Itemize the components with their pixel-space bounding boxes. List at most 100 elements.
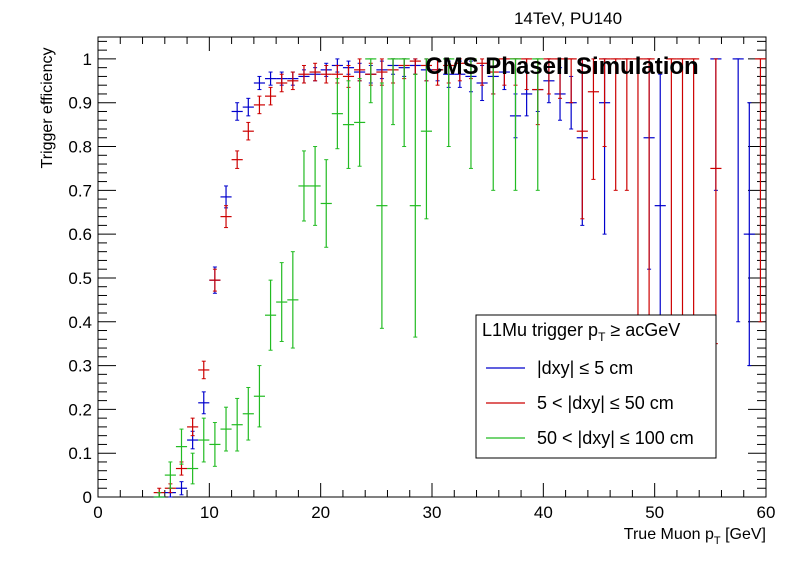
y-tick-label: 0.8	[68, 138, 92, 157]
data-point	[532, 58, 544, 191]
data-point	[565, 58, 577, 104]
legend-label: 5 < |dxy| ≤ 50 cm	[537, 393, 674, 413]
legend-label: 50 < |dxy| ≤ 100 cm	[537, 428, 694, 448]
data-point	[198, 391, 210, 415]
x-tick-label: 50	[645, 503, 664, 522]
data-point	[331, 78, 343, 150]
legend-title: L1Mu trigger pT ≥ acGeV	[482, 320, 680, 344]
data-point	[610, 58, 622, 191]
data-point	[287, 251, 299, 349]
data-point	[587, 58, 599, 180]
data-point	[643, 58, 655, 323]
data-point	[253, 365, 265, 428]
x-axis-label-unit: [GeV]	[721, 526, 766, 543]
data-point	[732, 58, 744, 323]
x-axis: 0 10 20 30 40 50 60	[93, 37, 775, 522]
y-tick-label: 0.3	[68, 357, 92, 376]
y-tick-label: 0.9	[68, 94, 92, 113]
y-tick-label: 0.6	[68, 225, 92, 244]
data-point	[231, 102, 243, 121]
data-point	[265, 279, 277, 351]
data-point	[654, 73, 666, 338]
y-axis-label: Trigger efficiency	[39, 48, 56, 169]
legend-entries: |dxy| ≤ 5 cm 5 < |dxy| ≤ 50 cm 50 < |dxy| …	[486, 358, 694, 448]
data-point	[253, 75, 265, 91]
series-layer	[153, 58, 766, 498]
data-point	[509, 58, 522, 191]
data-point	[320, 159, 332, 248]
data-point	[398, 58, 410, 148]
data-point	[220, 185, 232, 209]
y-tick-label: 0.4	[68, 313, 92, 332]
x-tick-label: 60	[757, 503, 776, 522]
data-point	[743, 102, 755, 367]
legend: L1Mu trigger pT ≥ acGeV |dxy| ≤ 5 cm 5 < …	[475, 314, 717, 459]
x-tick-label: 10	[200, 503, 219, 522]
x-axis-label-sub: T	[714, 535, 721, 547]
data-point	[409, 58, 421, 75]
x-tick-label: 0	[93, 503, 102, 522]
data-point	[309, 146, 321, 226]
data-point	[387, 58, 399, 126]
y-tick-label: 0	[83, 488, 92, 507]
data-point	[365, 58, 377, 104]
data-point	[187, 417, 199, 437]
data-point	[420, 58, 432, 220]
data-point	[576, 58, 588, 220]
data-point	[309, 62, 321, 82]
data-point	[498, 58, 510, 86]
data-point	[209, 268, 221, 292]
x-tick-label: 40	[534, 503, 553, 522]
data-point	[175, 428, 188, 465]
series-3	[153, 58, 544, 498]
data-point	[354, 58, 366, 82]
data-point	[320, 64, 332, 84]
data-point	[276, 262, 288, 342]
data-point	[376, 58, 388, 86]
data-point	[621, 58, 633, 191]
data-point	[632, 58, 644, 323]
y-axis: 0 0.1 0.2 0.3 0.4 0.5 0.6 0.7 0.8 0.9 1	[68, 40, 766, 507]
data-point	[342, 80, 355, 169]
x-axis-label: True Muon pT [GeV]	[624, 526, 766, 547]
data-point	[376, 82, 388, 329]
legend-title-main: L1Mu trigger p	[482, 320, 598, 340]
data-point	[354, 78, 366, 167]
data-point	[242, 97, 254, 117]
data-point	[265, 86, 277, 106]
data-point	[276, 73, 288, 93]
y-tick-label: 0.1	[68, 444, 92, 463]
data-point	[187, 452, 199, 485]
data-point	[298, 64, 310, 84]
data-point	[231, 397, 243, 452]
data-point	[198, 360, 210, 380]
data-point	[298, 150, 310, 222]
data-point	[688, 58, 700, 323]
x-tick-label: 30	[423, 503, 442, 522]
y-tick-label: 0.5	[68, 269, 92, 288]
data-point	[253, 95, 265, 115]
data-point	[209, 422, 221, 467]
legend-box	[475, 314, 717, 459]
top-label: 14TeV, PU140	[514, 9, 622, 28]
overlay-title: CMS PhaseII Simulation	[425, 53, 698, 80]
data-point	[465, 58, 477, 169]
legend-label: |dxy| ≤ 5 cm	[537, 358, 633, 378]
data-point	[242, 386, 254, 441]
data-point	[287, 71, 299, 91]
data-point	[487, 58, 499, 191]
y-tick-label: 0.7	[68, 181, 92, 200]
data-point	[220, 205, 232, 229]
data-point	[164, 461, 176, 489]
legend-title-sub: T	[598, 330, 606, 344]
legend-title-rest: ≥ acGeV	[605, 320, 680, 340]
data-point	[198, 417, 210, 463]
y-tick-label: 0.2	[68, 400, 92, 419]
y-tick-label: 1	[83, 50, 92, 69]
data-point	[175, 481, 188, 496]
data-point	[554, 58, 566, 99]
x-axis-label-main: True Muon p	[624, 526, 714, 543]
data-point	[231, 150, 243, 169]
